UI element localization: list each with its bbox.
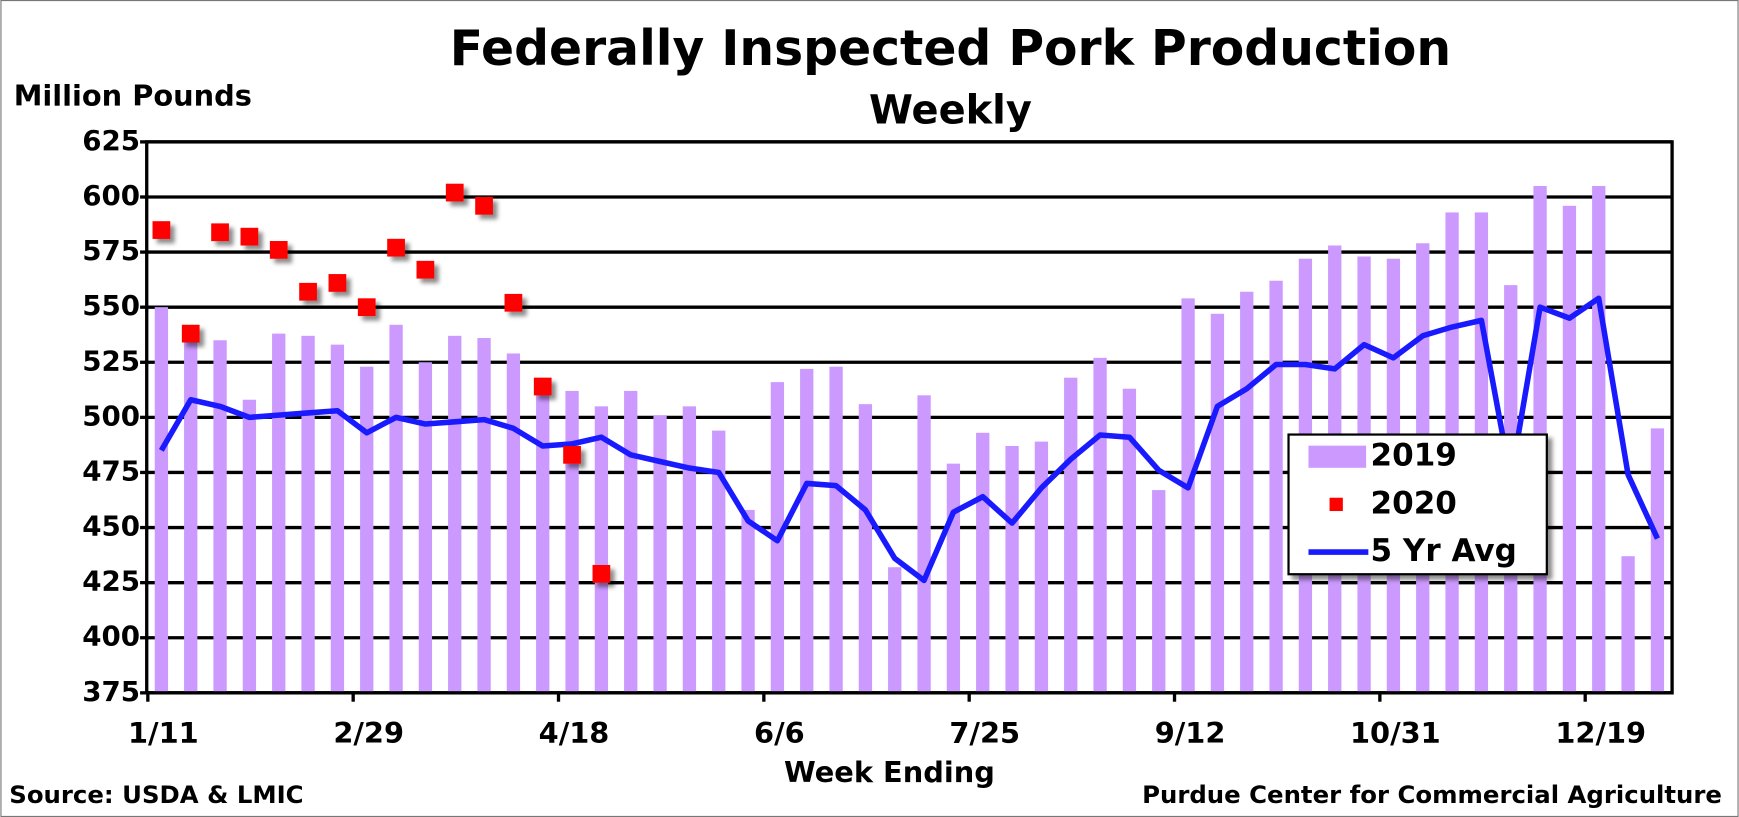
x-tick-label: 9/12 — [1155, 716, 1226, 750]
marker — [211, 223, 229, 242]
x-tick-label: 6/6 — [754, 716, 805, 750]
marker — [181, 324, 200, 343]
bar — [682, 406, 697, 693]
y-tick-label: 425 — [82, 565, 140, 598]
bar — [712, 430, 726, 693]
legend-swatch — [1308, 445, 1367, 468]
bar — [1562, 205, 1577, 693]
line — [158, 295, 1660, 584]
bar — [477, 338, 491, 693]
bar — [1269, 280, 1283, 693]
bar — [1064, 377, 1078, 693]
bar — [594, 406, 609, 693]
x-axis-label: Week Ending — [784, 755, 995, 789]
bar — [946, 463, 961, 693]
bar — [330, 344, 345, 693]
bar — [1005, 446, 1019, 693]
y-tick-label: 500 — [82, 399, 140, 432]
x-tick-label: 2/29 — [333, 716, 404, 750]
bar — [917, 395, 931, 693]
marker — [533, 377, 552, 396]
y-tick-label: 450 — [82, 510, 140, 543]
y-tick-label: 375 — [82, 675, 140, 708]
y-tick-label: 600 — [82, 179, 140, 212]
bar — [829, 366, 843, 693]
bar — [1122, 388, 1137, 693]
bar — [1650, 428, 1665, 693]
legend-label: 5 Yr Avg — [1371, 533, 1517, 569]
marker — [328, 274, 347, 292]
marker — [299, 282, 317, 301]
legend-swatch — [1329, 497, 1343, 512]
chart-subtitle: Weekly — [869, 88, 1032, 134]
bar — [272, 333, 286, 693]
bar — [624, 390, 638, 693]
bar — [741, 509, 755, 693]
marker — [357, 298, 376, 317]
legend: 2019 2020 5 Yr Avg — [1287, 433, 1548, 576]
marker — [387, 238, 405, 257]
chart-title: Federally Inspected Pork Production — [450, 20, 1451, 77]
marker — [445, 183, 464, 202]
bar — [1181, 298, 1195, 693]
marker — [563, 445, 581, 464]
legend-label: 2020 — [1371, 485, 1457, 521]
x-tick-label: 1/11 — [128, 716, 199, 750]
bar — [184, 329, 198, 693]
bar — [301, 335, 315, 693]
plot-frame — [145, 140, 1674, 695]
y-tick-label: 525 — [82, 344, 140, 377]
bar — [653, 415, 667, 693]
bar — [506, 353, 521, 693]
bar — [242, 399, 257, 693]
bar — [1093, 357, 1107, 693]
marker — [240, 227, 259, 246]
bar — [1240, 291, 1254, 693]
marker — [475, 196, 493, 215]
marker — [416, 260, 435, 279]
bar — [154, 307, 169, 693]
bar — [1210, 313, 1225, 693]
bar — [888, 567, 902, 693]
marker — [152, 221, 171, 239]
y-tick-label: 575 — [82, 234, 140, 267]
x-tick-label: 12/19 — [1555, 716, 1646, 750]
bar — [389, 324, 403, 693]
y-axis-label: Million Pounds — [14, 79, 252, 113]
x-tick-label: 10/31 — [1350, 716, 1441, 750]
bar — [858, 404, 873, 693]
marker — [269, 241, 288, 259]
y-tick-label: 475 — [82, 454, 140, 487]
bar — [1621, 556, 1635, 693]
y-tick-label: 550 — [82, 289, 140, 322]
bar — [1592, 185, 1606, 693]
bar — [565, 390, 579, 693]
bar — [418, 362, 433, 693]
source-note: Source: USDA & LMIC — [9, 780, 303, 809]
y-tick-label: 625 — [82, 124, 140, 157]
x-tick-label: 7/25 — [949, 716, 1020, 750]
bar — [536, 386, 550, 693]
y-tick-label: 400 — [82, 620, 140, 653]
bar — [976, 432, 990, 693]
bar — [800, 368, 814, 693]
x-tick-label: 4/18 — [539, 716, 610, 750]
marker — [504, 293, 523, 312]
bar — [1152, 490, 1166, 693]
credit-note: Purdue Center for Commercial Agriculture — [1142, 780, 1722, 809]
marker — [592, 564, 611, 583]
bar — [360, 366, 374, 693]
bar — [448, 335, 462, 693]
bar — [213, 340, 227, 693]
legend-label: 2019 — [1371, 438, 1457, 474]
bar — [1034, 441, 1049, 693]
